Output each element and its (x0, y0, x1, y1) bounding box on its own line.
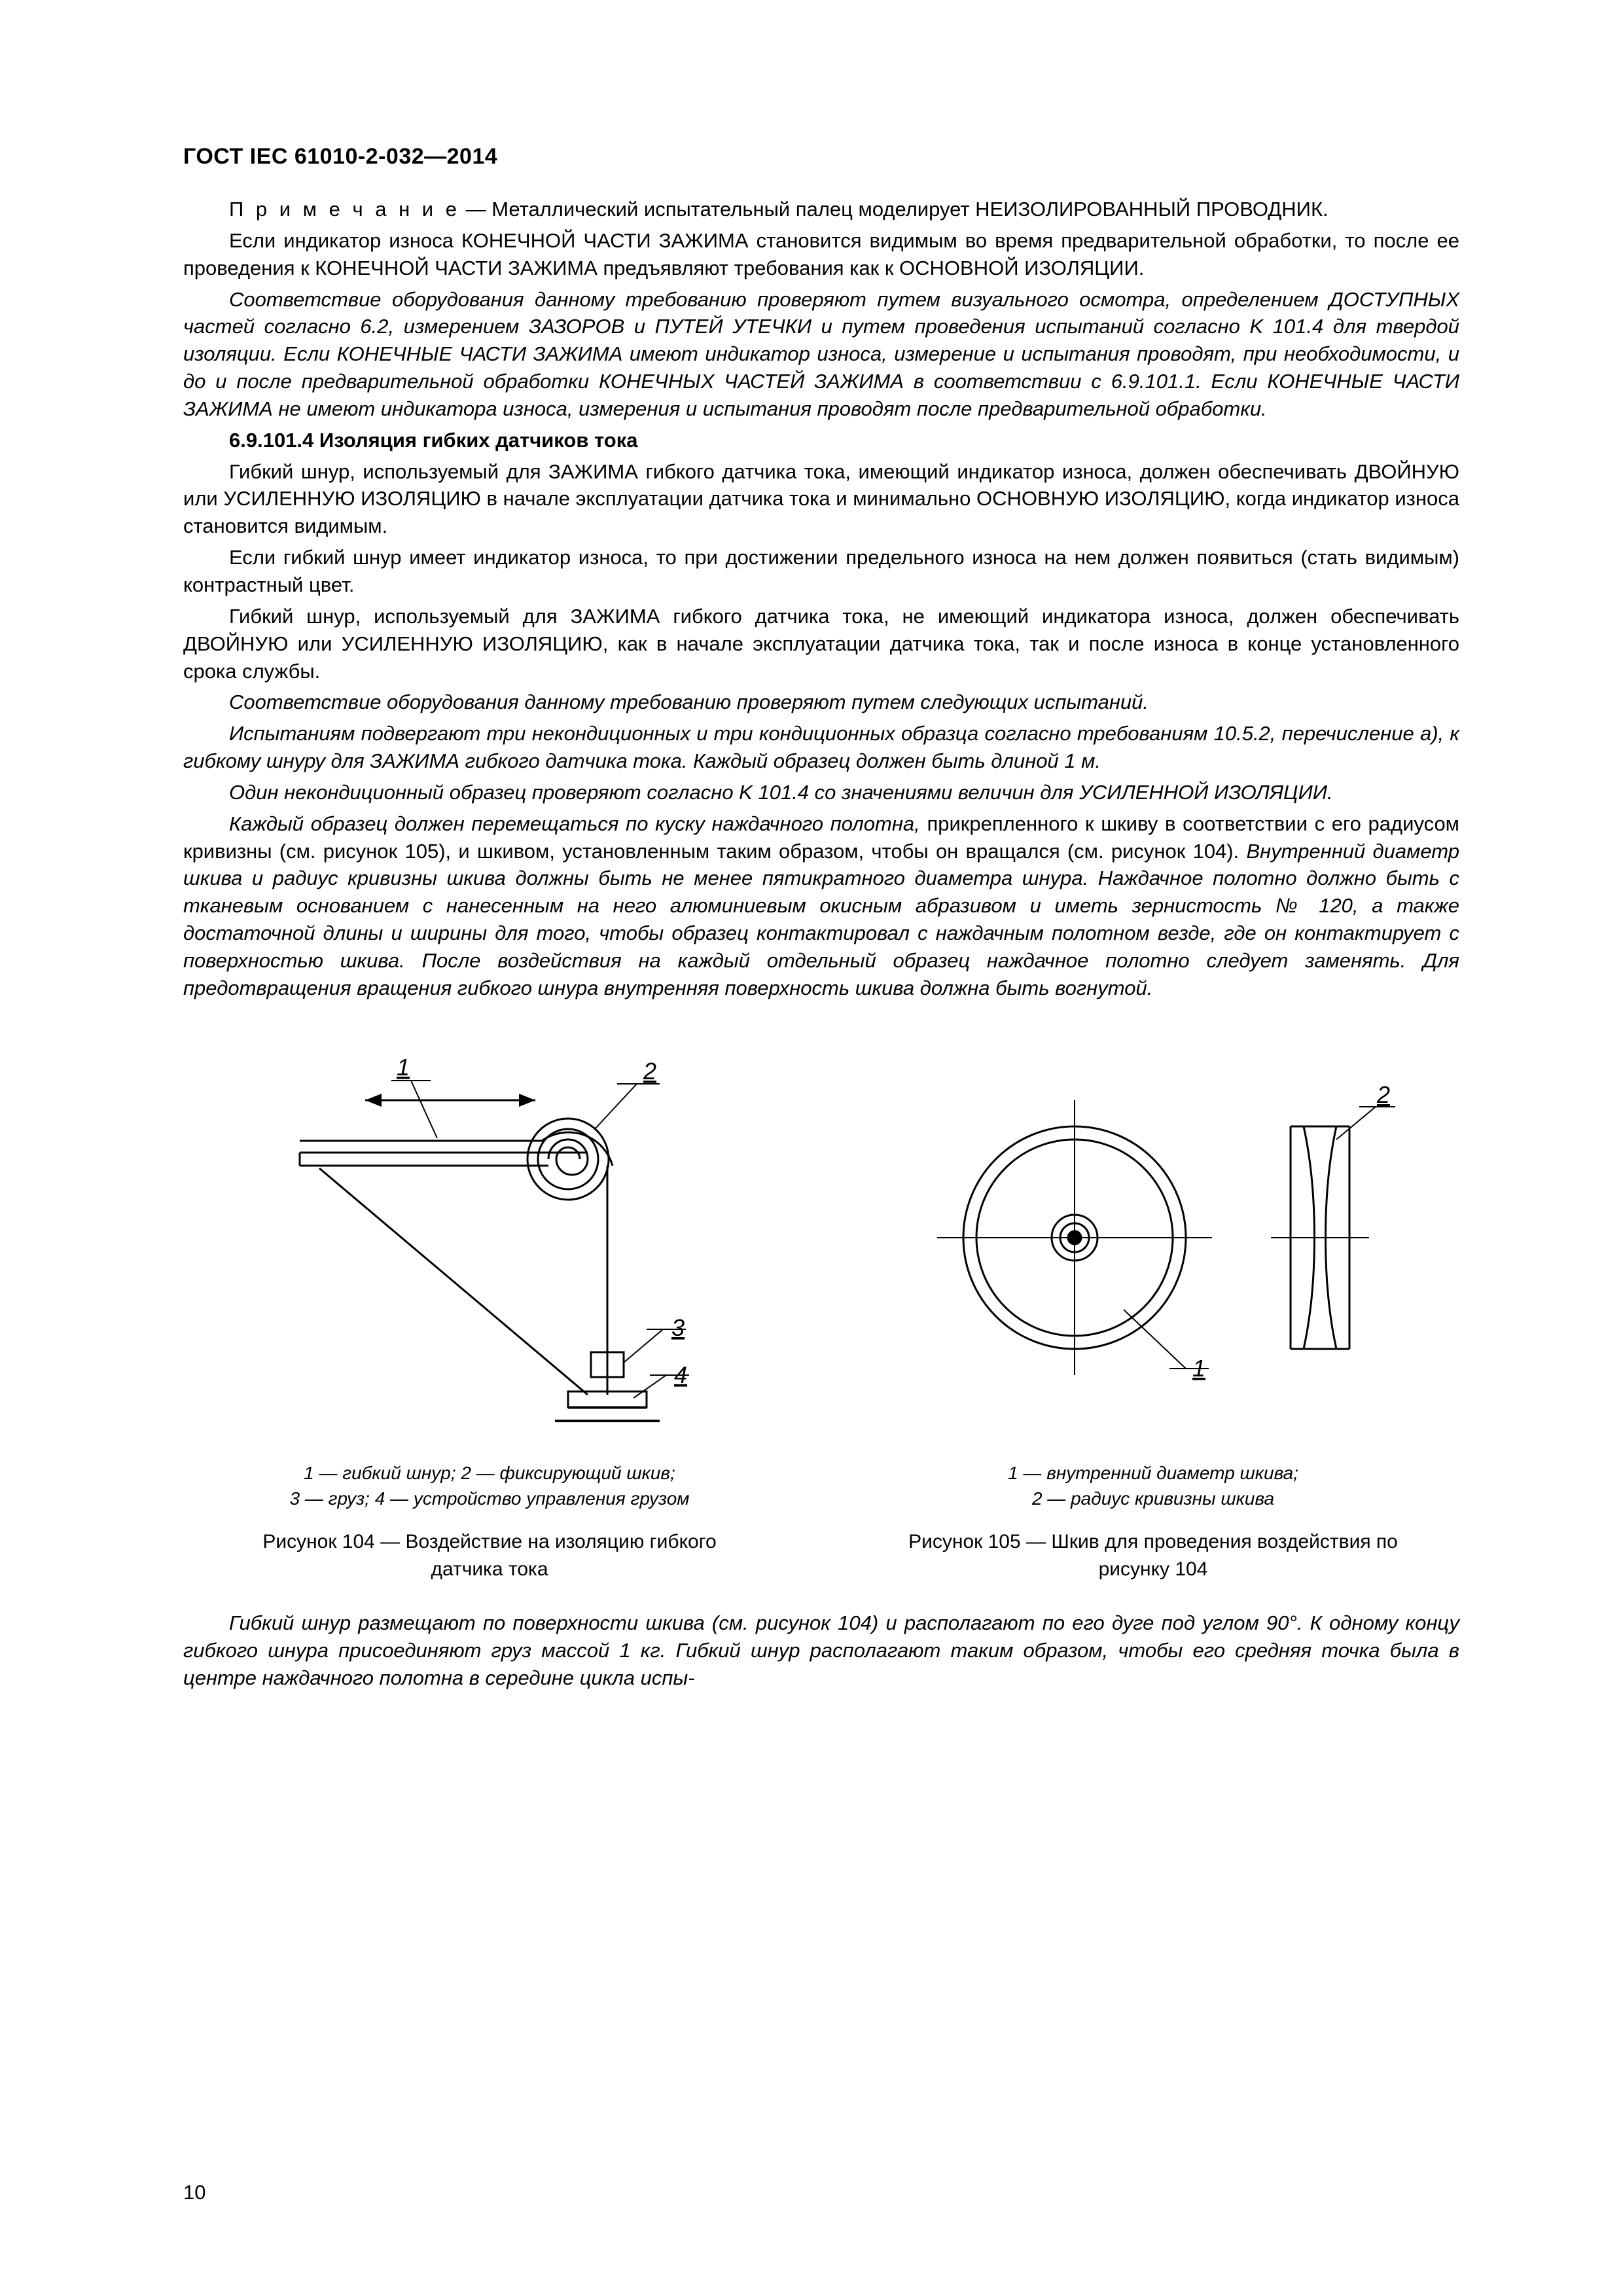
figure-105-column: 1 2 1 — внутренний диаметр шкива; 2 — ра… (847, 1028, 1459, 1583)
figures-row: 1 2 3 4 1 — гибкий шнур; 2 — фиксирующий… (183, 1028, 1459, 1583)
figure-105-legend: 1 — внутренний диаметр шкива; 2 — радиус… (1008, 1460, 1298, 1511)
fig105-legend-2: 2 — радиус кривизны шкива (1032, 1488, 1274, 1509)
paragraph-6-italic: Соответствие оборудования данному требов… (183, 689, 1459, 716)
paragraph-4: Если гибкий шнур имеет индикатор износа,… (183, 544, 1459, 599)
note-body: — Металлический испытательный палец моде… (460, 198, 1329, 221)
paragraph-5: Гибкий шнур, используемый для ЗАЖИМА гиб… (183, 603, 1459, 685)
fig105-caption-2: рисунку 104 (1099, 1558, 1208, 1580)
p9-lead: Каждый образец должен перемещаться по ку… (229, 812, 920, 835)
p9-tail: Внутренний диаметр шкива и радиус кривиз… (183, 840, 1459, 999)
paragraph-bottom-italic: Гибкий шнур размещают по поверхности шки… (183, 1609, 1459, 1692)
fig105-caption-1: Рисунок 105 — Шкив для проведения воздей… (908, 1531, 1398, 1552)
page-number: 10 (183, 2181, 205, 2204)
section-number: 6.9.101.4 (229, 429, 319, 452)
paragraph-9-mixed: Каждый образец должен перемещаться по ку… (183, 810, 1459, 1002)
figure-104-legend: 1 — гибкий шнур; 2 — фиксирующий шкив; 3… (290, 1460, 690, 1511)
fig104-label-4: 4 (674, 1361, 687, 1388)
fig104-legend-2: 3 — груз; 4 — устройство управления груз… (290, 1488, 690, 1509)
page: ГОСТ IEC 61010-2-032—2014 П р и м е ч а … (0, 0, 1623, 2296)
figure-105-svg: 1 2 (904, 1028, 1402, 1447)
figure-104-column: 1 2 3 4 1 — гибкий шнур; 2 — фиксирующий… (183, 1028, 796, 1583)
standard-header: ГОСТ IEC 61010-2-032—2014 (183, 144, 1459, 170)
paragraph-8-italic: Один некондиционный образец проверяют со… (183, 779, 1459, 806)
section-heading: 6.9.101.4 Изоляция гибких датчиков тока (183, 427, 1459, 454)
note-label: П р и м е ч а н и е (229, 198, 460, 221)
note-paragraph: П р и м е ч а н и е — Металлический испы… (183, 196, 1459, 223)
fig104-caption-1: Рисунок 104 — Воздействие на изоляцию ги… (262, 1531, 716, 1552)
fig104-label-1: 1 (397, 1054, 410, 1081)
fig104-label-2: 2 (643, 1058, 656, 1085)
fig105-label-2: 2 (1376, 1081, 1390, 1108)
paragraph-7-italic: Испытаниям подвергают три некондиционных… (183, 720, 1459, 775)
fig104-caption-2: датчика тока (431, 1558, 548, 1580)
figure-104-svg: 1 2 3 4 (260, 1028, 719, 1447)
fig104-legend-1: 1 — гибкий шнур; 2 — фиксирующий шкив; (304, 1463, 675, 1483)
figure-105-caption: Рисунок 105 — Шкив для проведения воздей… (908, 1528, 1398, 1583)
paragraph-3: Гибкий шнур, используемый для ЗАЖИМА гиб… (183, 458, 1459, 541)
fig105-label-1: 1 (1192, 1355, 1205, 1382)
section-title: Изоляция гибких датчиков тока (319, 429, 638, 452)
fig105-legend-1: 1 — внутренний диаметр шкива; (1008, 1463, 1298, 1483)
paragraph-1: Если индикатор износа КОНЕЧНОЙ ЧАСТИ ЗАЖ… (183, 227, 1459, 282)
figure-104-caption: Рисунок 104 — Воздействие на изоляцию ги… (262, 1528, 716, 1583)
paragraph-2-italic: Соответствие оборудования данному требов… (183, 286, 1459, 423)
fig104-label-3: 3 (671, 1314, 685, 1341)
